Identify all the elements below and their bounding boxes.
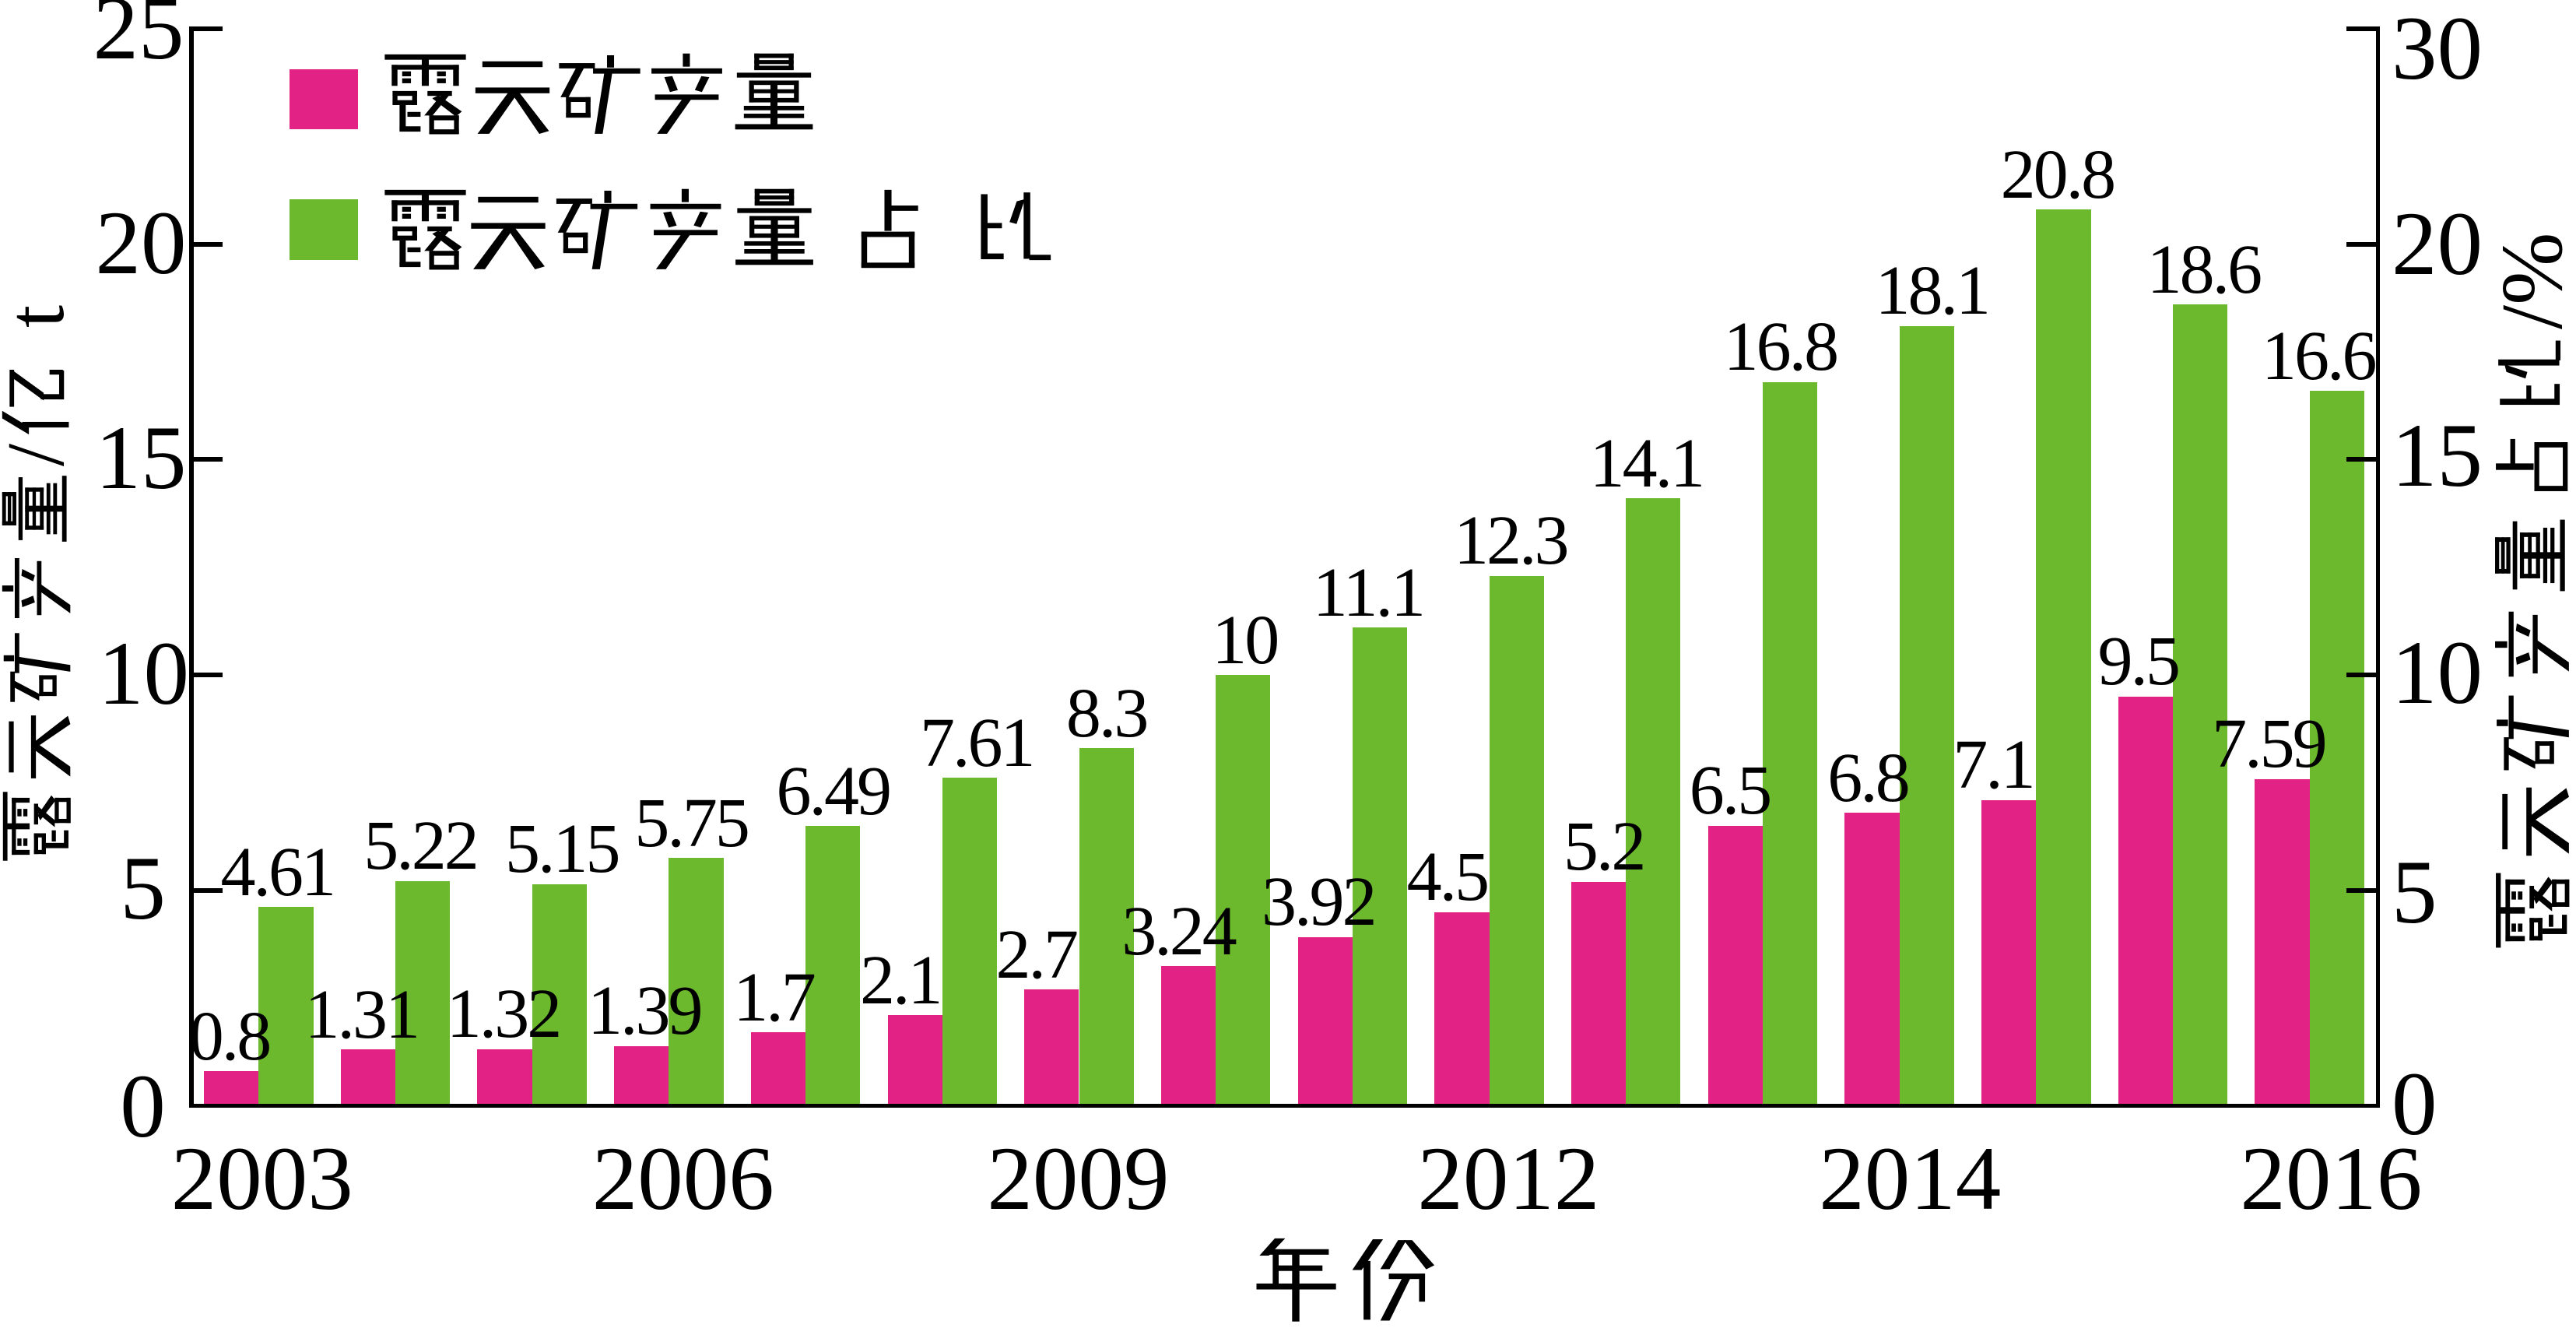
svg-text:/%: /%: [2484, 233, 2576, 329]
svg-text:t: t: [0, 305, 81, 328]
svg-text:/: /: [0, 443, 81, 466]
